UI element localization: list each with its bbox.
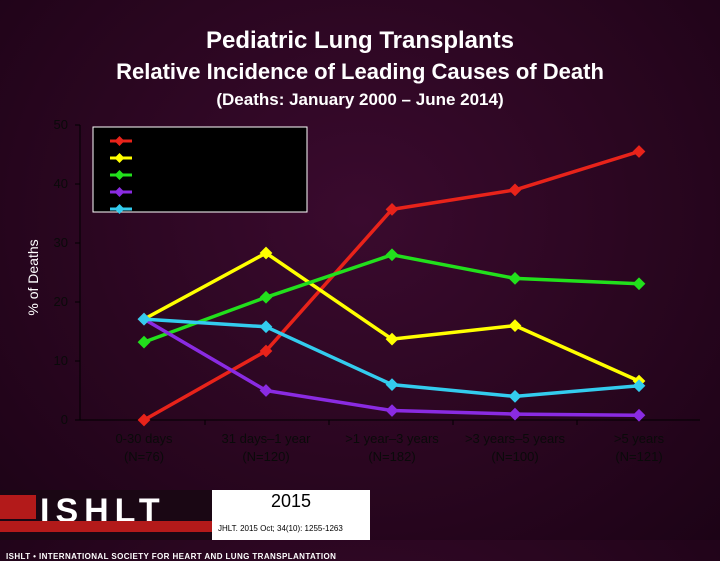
y-tick-label: 40 (54, 176, 68, 191)
journal-citation: JHLT. 2015 Oct; 34(10): 1255-1263 (218, 524, 343, 533)
ishlt-logo: ISHLT ISHLT • INTERNATIONAL SOCIETY FOR … (0, 490, 370, 561)
data-point (632, 277, 646, 291)
data-point (385, 332, 399, 346)
x-tick-sublabel: (N=182) (368, 449, 415, 464)
data-point (259, 320, 273, 334)
data-point (259, 246, 273, 260)
legend-marker (114, 187, 125, 197)
data-point (508, 183, 522, 197)
data-point (508, 319, 522, 332)
legend-marker (114, 153, 125, 163)
logo-tagline: ISHLT • INTERNATIONAL SOCIETY FOR HEART … (6, 552, 337, 561)
line-chart: 0 10 20 30 40 50 % of Deaths 0-30 days (N=76) 31 … (25, 117, 700, 464)
data-point (137, 413, 151, 427)
data-point (508, 390, 522, 403)
report-year: 2015 (270, 491, 312, 511)
x-tick-label: >1 year–3 years (345, 431, 439, 446)
data-point (259, 290, 273, 304)
data-point (259, 344, 273, 358)
x-tick-sublabel: (N=100) (491, 449, 538, 464)
y-tick-label: 10 (54, 353, 68, 368)
legend-marker (114, 204, 125, 214)
logo-accent (0, 495, 36, 519)
data-point (632, 145, 646, 158)
data-point (508, 272, 522, 285)
x-tick-sublabel: (N=76) (124, 449, 164, 464)
x-tick-label: >5 years (614, 431, 665, 446)
x-tick-sublabel: (N=121) (615, 449, 662, 464)
data-point (137, 312, 151, 326)
logo-panel: ISHLT (0, 490, 212, 540)
y-tick-label: 20 (54, 294, 68, 309)
x-tick-label: 31 days–1 year (222, 431, 312, 446)
chart-subtitle: Relative Incidence of Leading Causes of … (116, 59, 604, 84)
y-tick-label: 30 (54, 235, 68, 250)
x-tick-label: >3 years–5 years (465, 431, 566, 446)
data-point (385, 248, 399, 262)
data-point (385, 203, 399, 216)
data-point (385, 378, 399, 391)
y-axis-title: % of Deaths (25, 239, 41, 315)
chart-title: Pediatric Lung Transplants (205, 27, 515, 54)
data-point (508, 407, 522, 421)
y-tick-label: 50 (54, 117, 68, 132)
series-line (143, 253, 640, 344)
chart-period: (Deaths: January 2000 – June 2014) (216, 90, 504, 109)
data-point (385, 404, 399, 417)
legend-marker (114, 136, 125, 146)
year-box: 2015 JHLT. 2015 Oct; 34(10): 1255-1263 (212, 490, 370, 540)
x-tick-label: 0-30 days (115, 431, 173, 446)
data-point (259, 384, 273, 397)
data-point (137, 335, 151, 349)
y-tick-label: 0 (61, 412, 68, 427)
legend-marker (114, 170, 125, 180)
x-tick-sublabel: (N=120) (242, 449, 289, 464)
